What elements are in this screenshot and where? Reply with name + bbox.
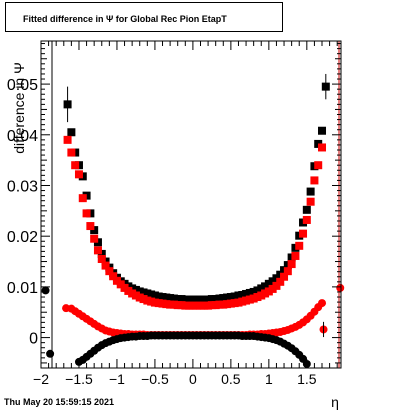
series-3-point: [46, 349, 55, 358]
series-1-point: [90, 234, 99, 243]
series-1-point: [272, 281, 281, 290]
series-1-point: [97, 255, 106, 263]
series-1-point: [71, 161, 80, 170]
series-1-point: [299, 229, 308, 238]
y-tick-label: 0.03: [7, 178, 38, 195]
series-1-point: [101, 261, 110, 270]
y-axis-label: difference in Ψ: [11, 62, 27, 154]
series-0-point: [67, 128, 76, 137]
series-0-point: [318, 126, 327, 135]
x-tick-label: −1.5: [65, 371, 93, 387]
chart-title: Fitted difference in Ψ for Global Rec Pi…: [23, 14, 227, 24]
series-1-point: [67, 148, 76, 157]
series-1-point: [314, 161, 323, 170]
axes: −2 −1.5 −1 −0.5 0 0.5 1 1.5 0 0.01 0.02 0.03 0.04 0.0…: [7, 40, 342, 387]
x-tick-label: −0.5: [141, 371, 169, 387]
series-1-point: [280, 272, 289, 281]
series-1-point: [109, 272, 118, 281]
x-axis-label: η: [331, 394, 339, 410]
series-1-point: [78, 194, 87, 203]
series-1-point: [86, 222, 95, 231]
plot-frame: [40, 40, 342, 369]
series-1-point: [63, 135, 72, 144]
y-tick-label: 0: [29, 331, 38, 348]
series-1-point: [302, 215, 311, 224]
series-3-point: [41, 286, 50, 295]
series-1-point: [310, 176, 319, 185]
title-box: Fitted difference in Ψ for Global Rec Pi…: [5, 2, 283, 32]
series-1-point: [74, 170, 83, 179]
y-tick-label: 0.04: [7, 128, 38, 145]
series-0-point: [90, 226, 99, 235]
series-1-point: [283, 267, 292, 276]
y-tick-label: 0.01: [7, 280, 38, 297]
series-1-point: [287, 260, 296, 269]
series-1-point: [93, 246, 102, 255]
timestamp: Thu May 20 15:59:15 2021: [4, 397, 115, 407]
series-1-point: [82, 209, 91, 218]
series-0-point: [306, 187, 315, 196]
series-0-point: [302, 205, 311, 214]
series-1-point: [318, 143, 327, 152]
x-tick-label: −1: [109, 371, 125, 387]
series-2-point: [318, 299, 327, 308]
data-points: [41, 73, 345, 368]
x-tick-label: 0: [189, 371, 197, 387]
x-tick-label: 0.5: [221, 371, 241, 387]
series-1-point: [291, 251, 300, 260]
x-tick-label: 1.5: [297, 371, 317, 387]
x-tick-label: 1: [265, 371, 273, 387]
series-1-point: [306, 197, 315, 206]
series-1-point: [295, 241, 304, 250]
series-1-point: [276, 277, 285, 286]
series-2-point: [336, 283, 345, 292]
y-tick-label: 0.05: [7, 77, 38, 94]
series-1-point: [105, 267, 114, 276]
y-tick-label: 0.02: [7, 229, 38, 246]
x-tick-label: −2: [33, 371, 49, 387]
plot-extras: [51, 41, 340, 368]
